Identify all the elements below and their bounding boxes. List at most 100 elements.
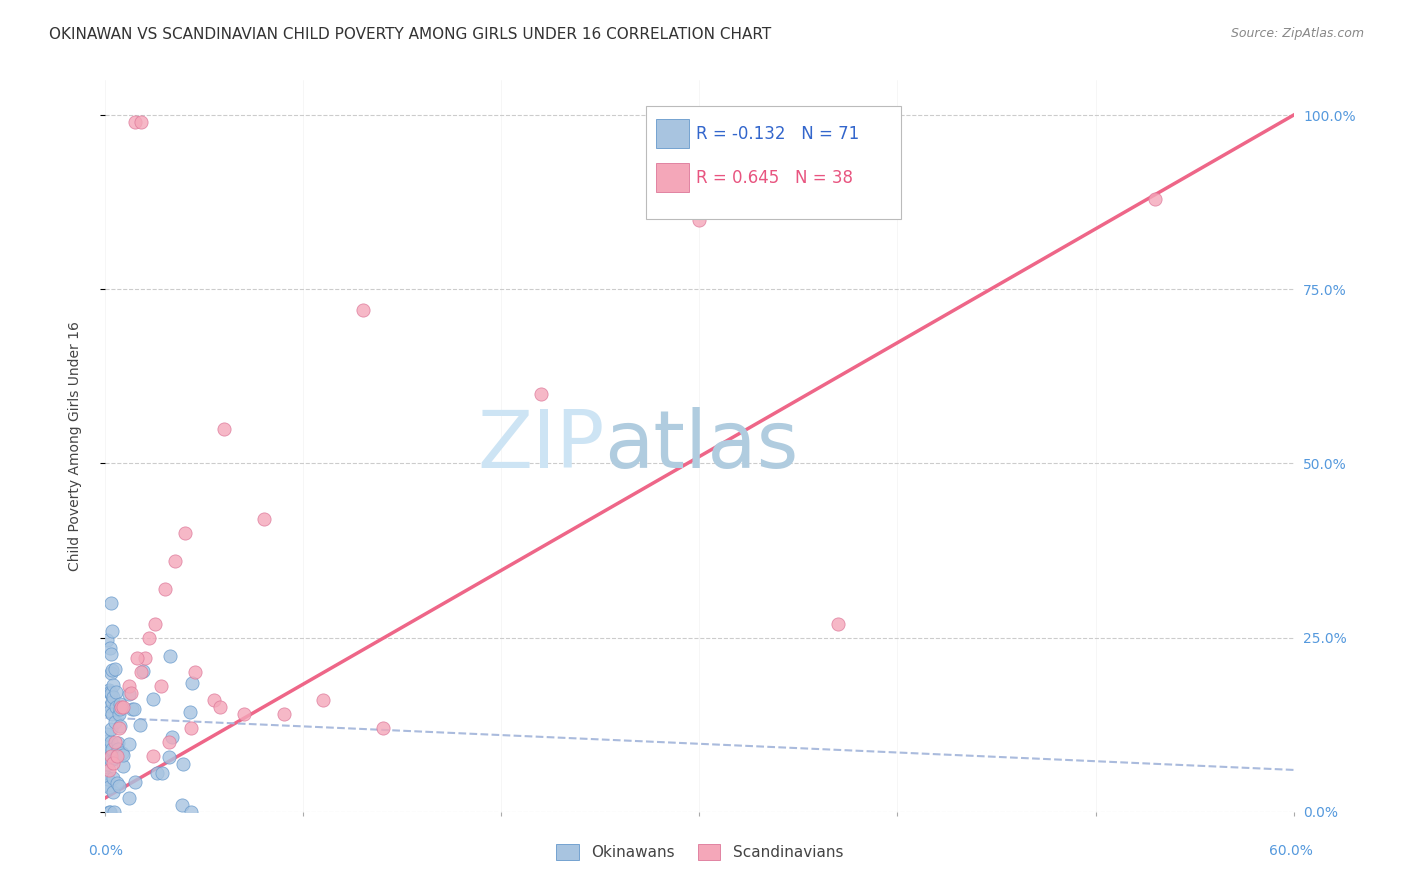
Point: [108, 721, 131, 735]
Point: [97, 805, 120, 819]
Text: 0.0%: 0.0%: [89, 844, 122, 857]
Point: [97, 740, 120, 755]
Point: [103, 772, 125, 786]
Point: [143, 616, 166, 631]
Point: [101, 663, 124, 677]
Point: [96, 770, 118, 784]
Point: [112, 747, 135, 762]
Point: [107, 736, 129, 750]
Point: [103, 805, 125, 819]
Point: [100, 686, 122, 700]
Text: 60.0%: 60.0%: [1268, 844, 1313, 857]
Text: OKINAWAN VS SCANDINAVIAN CHILD POVERTY AMONG GIRLS UNDER 16 CORRELATION CHART: OKINAWAN VS SCANDINAVIAN CHILD POVERTY A…: [49, 27, 772, 42]
Point: [118, 737, 141, 751]
FancyBboxPatch shape: [645, 106, 901, 219]
Point: [98, 641, 121, 656]
Point: [108, 706, 131, 721]
Point: [312, 693, 335, 707]
Point: [111, 759, 134, 773]
Point: [530, 386, 553, 401]
Point: [273, 707, 295, 722]
Point: [170, 798, 193, 813]
Point: [103, 714, 125, 729]
Point: [118, 687, 141, 701]
Text: Source: ZipAtlas.com: Source: ZipAtlas.com: [1230, 27, 1364, 40]
Point: [98, 698, 121, 713]
Point: [1143, 192, 1166, 206]
Point: [120, 686, 142, 700]
Point: [371, 721, 394, 735]
Point: [97, 757, 120, 772]
Point: [97, 778, 120, 792]
Point: [100, 687, 122, 701]
Point: [183, 665, 205, 680]
Point: [98, 805, 121, 819]
Point: [142, 749, 165, 764]
Point: [127, 651, 149, 665]
Point: [108, 697, 131, 711]
Text: R = 0.645   N = 38: R = 0.645 N = 38: [696, 169, 853, 186]
Point: [827, 616, 849, 631]
Point: [122, 702, 145, 716]
Point: [100, 735, 122, 749]
Point: [134, 651, 156, 665]
Point: [108, 779, 131, 793]
Point: [124, 115, 146, 129]
Point: [101, 706, 124, 721]
Point: [159, 648, 181, 663]
Point: [104, 662, 127, 676]
Point: [214, 421, 236, 435]
Text: R = -0.132   N = 71: R = -0.132 N = 71: [696, 125, 859, 143]
Point: [101, 678, 124, 692]
Point: [96, 633, 118, 648]
Point: [209, 700, 232, 714]
Point: [97, 772, 120, 786]
Point: [96, 752, 118, 766]
Bar: [655, 119, 689, 148]
Text: ZIP: ZIP: [477, 407, 605, 485]
Point: [110, 746, 132, 760]
Point: [202, 693, 225, 707]
Point: [129, 115, 152, 129]
Point: [180, 676, 202, 690]
Point: [253, 512, 276, 526]
Point: [172, 757, 194, 772]
Point: [153, 582, 176, 596]
Point: [98, 685, 121, 699]
Point: [101, 690, 124, 704]
Point: [110, 700, 132, 714]
Point: [100, 695, 122, 709]
Point: [160, 731, 183, 745]
Point: [121, 702, 143, 716]
Point: [124, 774, 146, 789]
Point: [107, 742, 129, 756]
Point: [352, 303, 374, 318]
Point: [118, 679, 141, 693]
Point: [150, 765, 173, 780]
Point: [110, 719, 132, 733]
Point: [163, 554, 186, 568]
Point: [132, 664, 155, 678]
Point: [149, 679, 172, 693]
Point: [100, 743, 122, 757]
Point: [233, 707, 256, 722]
Point: [105, 700, 128, 714]
Point: [105, 776, 128, 790]
Bar: [655, 163, 689, 192]
Point: [100, 647, 122, 661]
Point: [100, 753, 122, 767]
Legend: Okinawans, Scandinavians: Okinawans, Scandinavians: [550, 838, 849, 866]
Point: [128, 718, 150, 732]
Point: [104, 735, 127, 749]
Point: [100, 749, 122, 764]
Point: [159, 750, 181, 764]
Point: [100, 665, 122, 680]
Point: [103, 756, 125, 770]
Point: [98, 704, 121, 718]
Point: [96, 734, 118, 748]
Y-axis label: Child Poverty Among Girls Under 16: Child Poverty Among Girls Under 16: [67, 321, 82, 571]
Point: [101, 742, 124, 756]
Point: [104, 751, 127, 765]
Point: [97, 780, 120, 794]
Point: [180, 721, 202, 735]
